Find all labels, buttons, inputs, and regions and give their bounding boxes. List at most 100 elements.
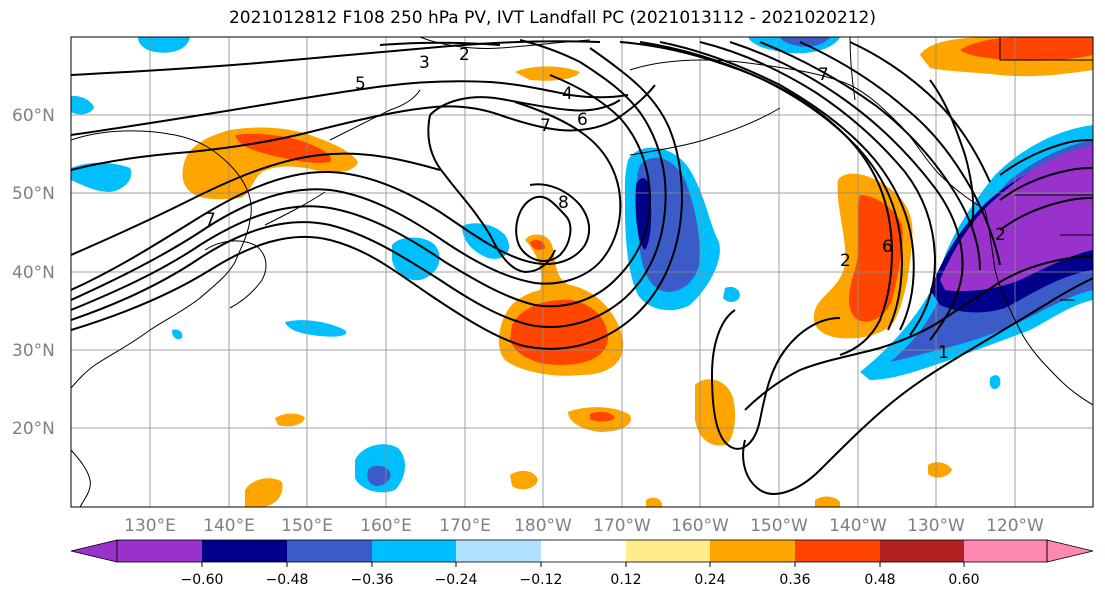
negative-pv-blob xyxy=(172,329,183,340)
lon-label: 130°W xyxy=(907,516,965,536)
map-border xyxy=(70,36,1094,508)
latitude-labels: 60°N 50°N 40°N 30°N 20°N xyxy=(12,106,55,439)
positive-pv-blob-core xyxy=(590,411,615,422)
coastline-border-us xyxy=(1015,194,1093,301)
lon-label: 120°W xyxy=(986,516,1044,536)
contour-line xyxy=(729,41,964,341)
colorbar-swatch xyxy=(964,540,1047,562)
colorbar-swatch xyxy=(710,540,795,562)
positive-pv-blob xyxy=(815,496,840,507)
positive-pv-blob xyxy=(515,66,580,81)
lon-label: 140°E xyxy=(203,516,255,536)
colorbar-swatch xyxy=(541,540,626,562)
contour-line xyxy=(71,39,667,328)
contour-line xyxy=(639,41,903,331)
negative-pv-region-central-core2 xyxy=(635,178,652,250)
colorbar-tick-label: −0.24 xyxy=(435,572,478,588)
colorbar-swatch xyxy=(880,540,964,562)
negative-pv-blob xyxy=(392,237,440,281)
colorbar-tick-label: −0.48 xyxy=(266,572,309,588)
coastline-aleutians xyxy=(629,107,781,156)
contour-label: 2 xyxy=(459,45,470,65)
lat-label: 30°N xyxy=(12,341,55,361)
lat-label: 60°N xyxy=(12,106,55,126)
graticule xyxy=(71,37,1093,507)
contour-line xyxy=(379,41,501,46)
colorbar-extend-low xyxy=(70,539,118,563)
contour-line xyxy=(799,41,1001,266)
contour-line xyxy=(849,41,991,183)
colorbar: −0.60 −0.48 −0.36 −0.24 −0.12 0.12 0.24 … xyxy=(70,539,1094,588)
positive-pv-region-west xyxy=(182,127,358,200)
colorbar-tick-label: 0.48 xyxy=(864,572,895,588)
lat-label: 40°N xyxy=(12,263,55,283)
contour-line xyxy=(71,152,572,262)
contour-label: 3 xyxy=(419,53,430,73)
contour-line xyxy=(71,47,683,350)
contour-label: 5 xyxy=(355,74,366,94)
contour-line xyxy=(999,139,1093,176)
contour-line xyxy=(659,41,915,331)
positive-pv-blob xyxy=(646,497,662,507)
map-content: 2 3 4 5 6 7 8 7 2 6 1 2 7 xyxy=(71,37,1093,507)
colorbar-extend-high xyxy=(1046,539,1094,563)
contour-line xyxy=(427,96,621,274)
coastline-kamchatka xyxy=(329,89,421,141)
negative-pv-blob xyxy=(138,37,190,53)
contour-line xyxy=(699,41,937,336)
colorbar-tick-label: −0.60 xyxy=(181,572,224,588)
positive-pv-blob xyxy=(510,470,538,490)
contour-line xyxy=(999,197,1093,231)
contour-label: 2 xyxy=(995,225,1006,245)
coastline-kurils xyxy=(264,191,326,226)
lon-label: 160°W xyxy=(671,516,729,536)
contour-line xyxy=(71,170,591,291)
colorbar-border xyxy=(116,539,1048,563)
colorbar-swatch xyxy=(202,540,287,562)
colorbar-swatch xyxy=(626,540,710,562)
contour-label: 2 xyxy=(840,251,851,271)
colorbar-tick-label: −0.36 xyxy=(351,572,394,588)
contour-label: 6 xyxy=(882,237,893,257)
lon-label: 150°E xyxy=(281,516,333,536)
contour-line xyxy=(71,80,629,136)
lon-label: 160°E xyxy=(360,516,412,536)
positive-pv-region-northeast-core xyxy=(960,37,1093,61)
colorbar-swatch xyxy=(795,540,880,562)
colorbar-swatch xyxy=(456,540,541,562)
contour-line xyxy=(744,255,1093,411)
coastline-philippines xyxy=(71,449,91,507)
coastline-north-america xyxy=(984,209,1093,406)
positive-pv-blob-core xyxy=(530,240,545,250)
lon-label: 170°E xyxy=(439,516,491,536)
contour-line xyxy=(71,101,622,301)
contour-line xyxy=(929,79,975,226)
contour-labels: 2 3 4 5 6 7 8 7 2 6 1 2 7 xyxy=(205,45,1006,363)
contour-label: 7 xyxy=(818,65,829,85)
contour-line xyxy=(71,84,656,171)
negative-pv-blob-core xyxy=(367,465,391,486)
coastline-asia xyxy=(71,130,252,389)
map-title: 2021012812 F108 250 hPa PV, IVT Landfall… xyxy=(228,8,876,28)
contour-label: 7 xyxy=(540,116,551,136)
positive-pv-blob xyxy=(275,413,305,427)
contour-line xyxy=(71,74,652,311)
colorbar-swatch xyxy=(372,540,456,562)
contour-label: 1 xyxy=(938,343,949,363)
contour-label: 7 xyxy=(205,210,216,230)
pv-contours xyxy=(71,39,1093,495)
negative-pv-blob xyxy=(71,162,132,192)
lat-label: 50°N xyxy=(12,184,55,204)
positive-pv-blob xyxy=(245,478,283,507)
contour-line xyxy=(759,41,981,271)
negative-pv-blob xyxy=(285,320,347,337)
contour-label: 8 xyxy=(558,193,569,213)
negative-pv-blob xyxy=(71,95,94,115)
contour-line xyxy=(710,309,841,450)
colorbar-tick-label: 0.24 xyxy=(694,572,725,588)
lon-label: 180°W xyxy=(514,516,572,536)
lon-label: 170°W xyxy=(593,516,651,536)
contour-label: 4 xyxy=(562,84,573,104)
lon-label: 130°E xyxy=(124,516,176,536)
